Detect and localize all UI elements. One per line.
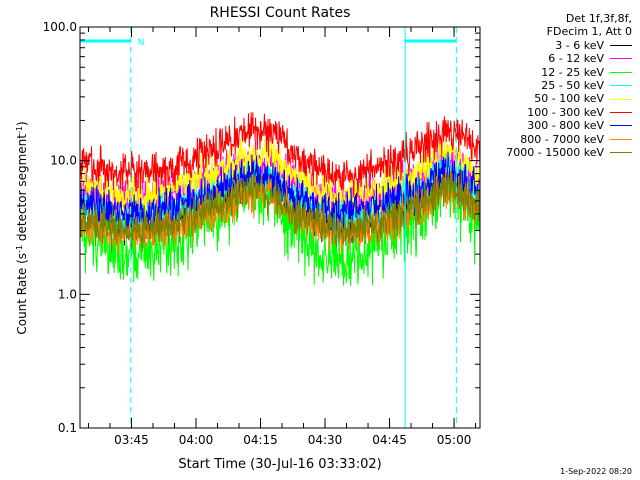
legend-swatch bbox=[610, 85, 632, 87]
legend-item: 12 - 25 keV bbox=[482, 66, 632, 79]
y-axis-label-prefix: Count Rate (s bbox=[15, 253, 29, 335]
legend-item: 6 - 12 keV bbox=[482, 52, 632, 65]
legend-swatch bbox=[610, 58, 632, 60]
plot-frame bbox=[79, 26, 481, 429]
legend-item-label: 3 - 6 keV bbox=[555, 38, 604, 52]
legend-swatch bbox=[610, 71, 632, 73]
legend-swatch bbox=[610, 98, 632, 100]
chart-title: RHESSI Count Rates bbox=[210, 5, 351, 21]
series-line bbox=[79, 112, 481, 198]
y-axis-label-sup2: -1 bbox=[15, 126, 24, 134]
legend-item: 25 - 50 keV bbox=[482, 79, 632, 92]
axes: 0.1 1.0 10.0 100.0 03:45 04:00 04:15 04:30 04:45… bbox=[43, 20, 481, 447]
legend-item: 800 - 7000 keV bbox=[482, 133, 632, 146]
x-tick-label: 04:30 bbox=[308, 433, 343, 447]
legend-item: 7000 - 15000 keV bbox=[482, 146, 632, 159]
y-tick-label: 1.0 bbox=[58, 287, 77, 301]
series-line bbox=[79, 151, 481, 235]
night-marker-label: N bbox=[138, 38, 145, 48]
legend-swatch bbox=[610, 112, 632, 114]
legend-item: 50 - 100 keV bbox=[482, 92, 632, 105]
legend-swatch bbox=[610, 138, 632, 140]
x-tick-label: 04:15 bbox=[243, 433, 278, 447]
legend-swatch bbox=[610, 125, 632, 127]
legend-header-line: FDecim 1, Att 0 bbox=[546, 25, 632, 39]
y-axis-label-mid: detector segment bbox=[15, 134, 29, 245]
legend-rows: 3 - 6 keV 6 - 12 keV 12 - 25 keV 25 - 50 ke… bbox=[482, 39, 632, 160]
y-axis-label-sup1: -1 bbox=[15, 245, 24, 253]
legend-item-label: 800 - 7000 keV bbox=[520, 132, 604, 146]
legend-header-line: Det 1f,3f,8f, bbox=[565, 12, 632, 25]
y-axis-label-suffix: ) bbox=[15, 121, 29, 126]
legend-item-label: 100 - 300 keV bbox=[527, 105, 604, 119]
legend: Det 1f,3f,8f, FDecim 1, Att 0 3 - 6 keV 6… bbox=[482, 12, 632, 159]
legend-item: 300 - 800 keV bbox=[482, 119, 632, 132]
legend-swatch bbox=[610, 45, 632, 47]
legend-item: 3 - 6 keV bbox=[482, 39, 632, 52]
legend-item-label: 6 - 12 keV bbox=[548, 52, 604, 66]
legend-swatch bbox=[610, 152, 632, 154]
y-tick-label: 10.0 bbox=[50, 154, 77, 168]
x-tick-label: 05:00 bbox=[437, 433, 472, 447]
footer-date: 1-Sep-2022 08:20 bbox=[560, 467, 632, 476]
legend-item-label: 300 - 800 keV bbox=[527, 119, 604, 133]
y-tick-label: 100.0 bbox=[43, 20, 77, 34]
legend-item-label: 50 - 100 keV bbox=[534, 92, 604, 106]
series-line bbox=[79, 169, 481, 253]
legend-item-label: 7000 - 15000 keV bbox=[506, 146, 604, 160]
x-tick-label: 04:45 bbox=[372, 433, 407, 447]
series-layer bbox=[79, 112, 481, 286]
legend-item-label: 25 - 50 keV bbox=[541, 79, 604, 93]
y-axis-label: Count Rate (s-1 detector segment-1) bbox=[15, 121, 30, 334]
legend-item: 100 - 300 keV bbox=[482, 106, 632, 119]
legend-item-label: 12 - 25 keV bbox=[541, 65, 604, 79]
x-tick-label: 04:00 bbox=[179, 433, 214, 447]
x-tick-label: 03:45 bbox=[114, 433, 149, 447]
y-tick-label: 0.1 bbox=[58, 421, 77, 435]
x-axis-label: Start Time (30-Jul-16 03:33:02) bbox=[178, 457, 381, 472]
